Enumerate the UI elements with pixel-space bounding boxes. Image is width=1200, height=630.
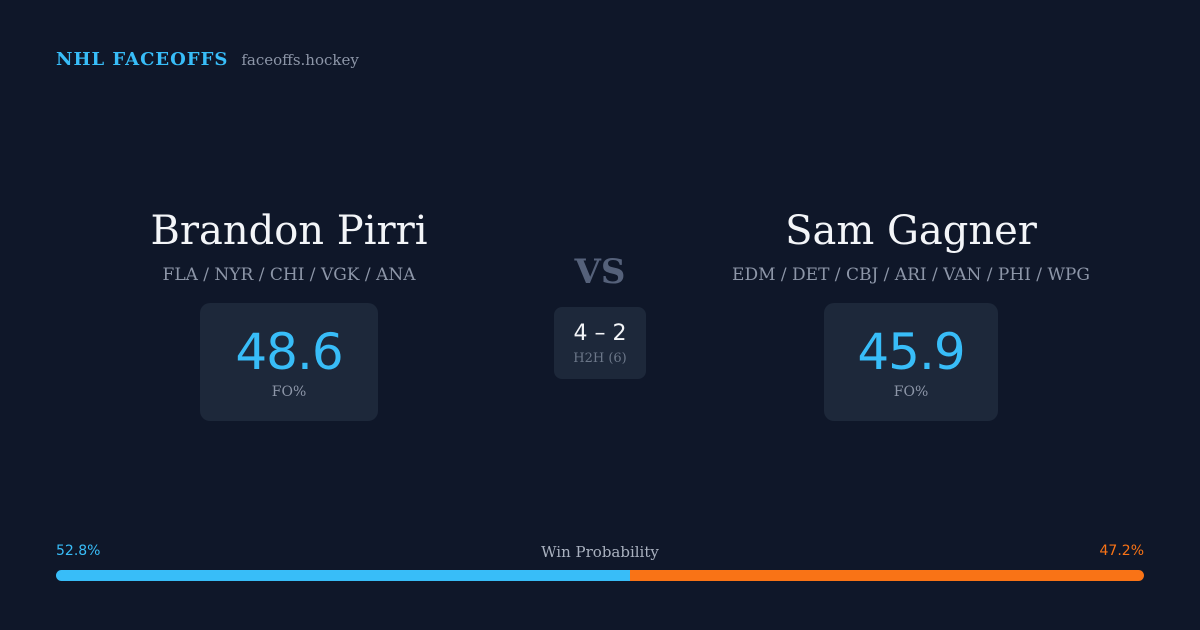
win-probability-right-value: 47.2% <box>1099 543 1144 559</box>
player-right-name: Sam Gagner <box>785 208 1037 254</box>
player-left-name: Brandon Pirri <box>150 208 428 254</box>
head-to-head-label: H2H (6) <box>573 350 627 366</box>
player-right-fo-card: 45.9 FO% <box>824 303 998 421</box>
win-probability-left-value: 52.8% <box>56 543 101 559</box>
win-probability-title: Win Probability <box>541 543 659 561</box>
vs-label: VS <box>574 252 626 292</box>
head-to-head-card: 4 – 2 H2H (6) <box>554 307 646 379</box>
brand-header: NHL FACEOFFS faceoffs.hockey <box>56 49 359 70</box>
player-right-fo-label: FO% <box>893 384 929 400</box>
win-probability-labels: 52.8% Win Probability 47.2% <box>56 543 1144 563</box>
player-left-fo-value: 48.6 <box>235 323 343 381</box>
player-left-fo-label: FO% <box>271 384 307 400</box>
win-probability-left-fill <box>56 570 631 581</box>
player-left-teams: FLA / NYR / CHI / VGK / ANA <box>162 265 416 285</box>
player-right-panel: Sam Gagner EDM / DET / CBJ / ARI / VAN /… <box>661 205 1161 421</box>
player-left-fo-card: 48.6 FO% <box>200 303 378 421</box>
brand-name: NHL FACEOFFS <box>56 49 229 70</box>
player-left-panel: Brandon Pirri FLA / NYR / CHI / VGK / AN… <box>39 205 539 421</box>
player-right-fo-value: 45.9 <box>857 323 965 381</box>
brand-site: faceoffs.hockey <box>241 51 359 69</box>
win-probability-right-fill <box>630 570 1144 581</box>
win-probability-bar <box>56 570 1144 581</box>
player-right-teams: EDM / DET / CBJ / ARI / VAN / PHI / WPG <box>732 265 1090 285</box>
head-to-head-score: 4 – 2 <box>573 320 627 346</box>
